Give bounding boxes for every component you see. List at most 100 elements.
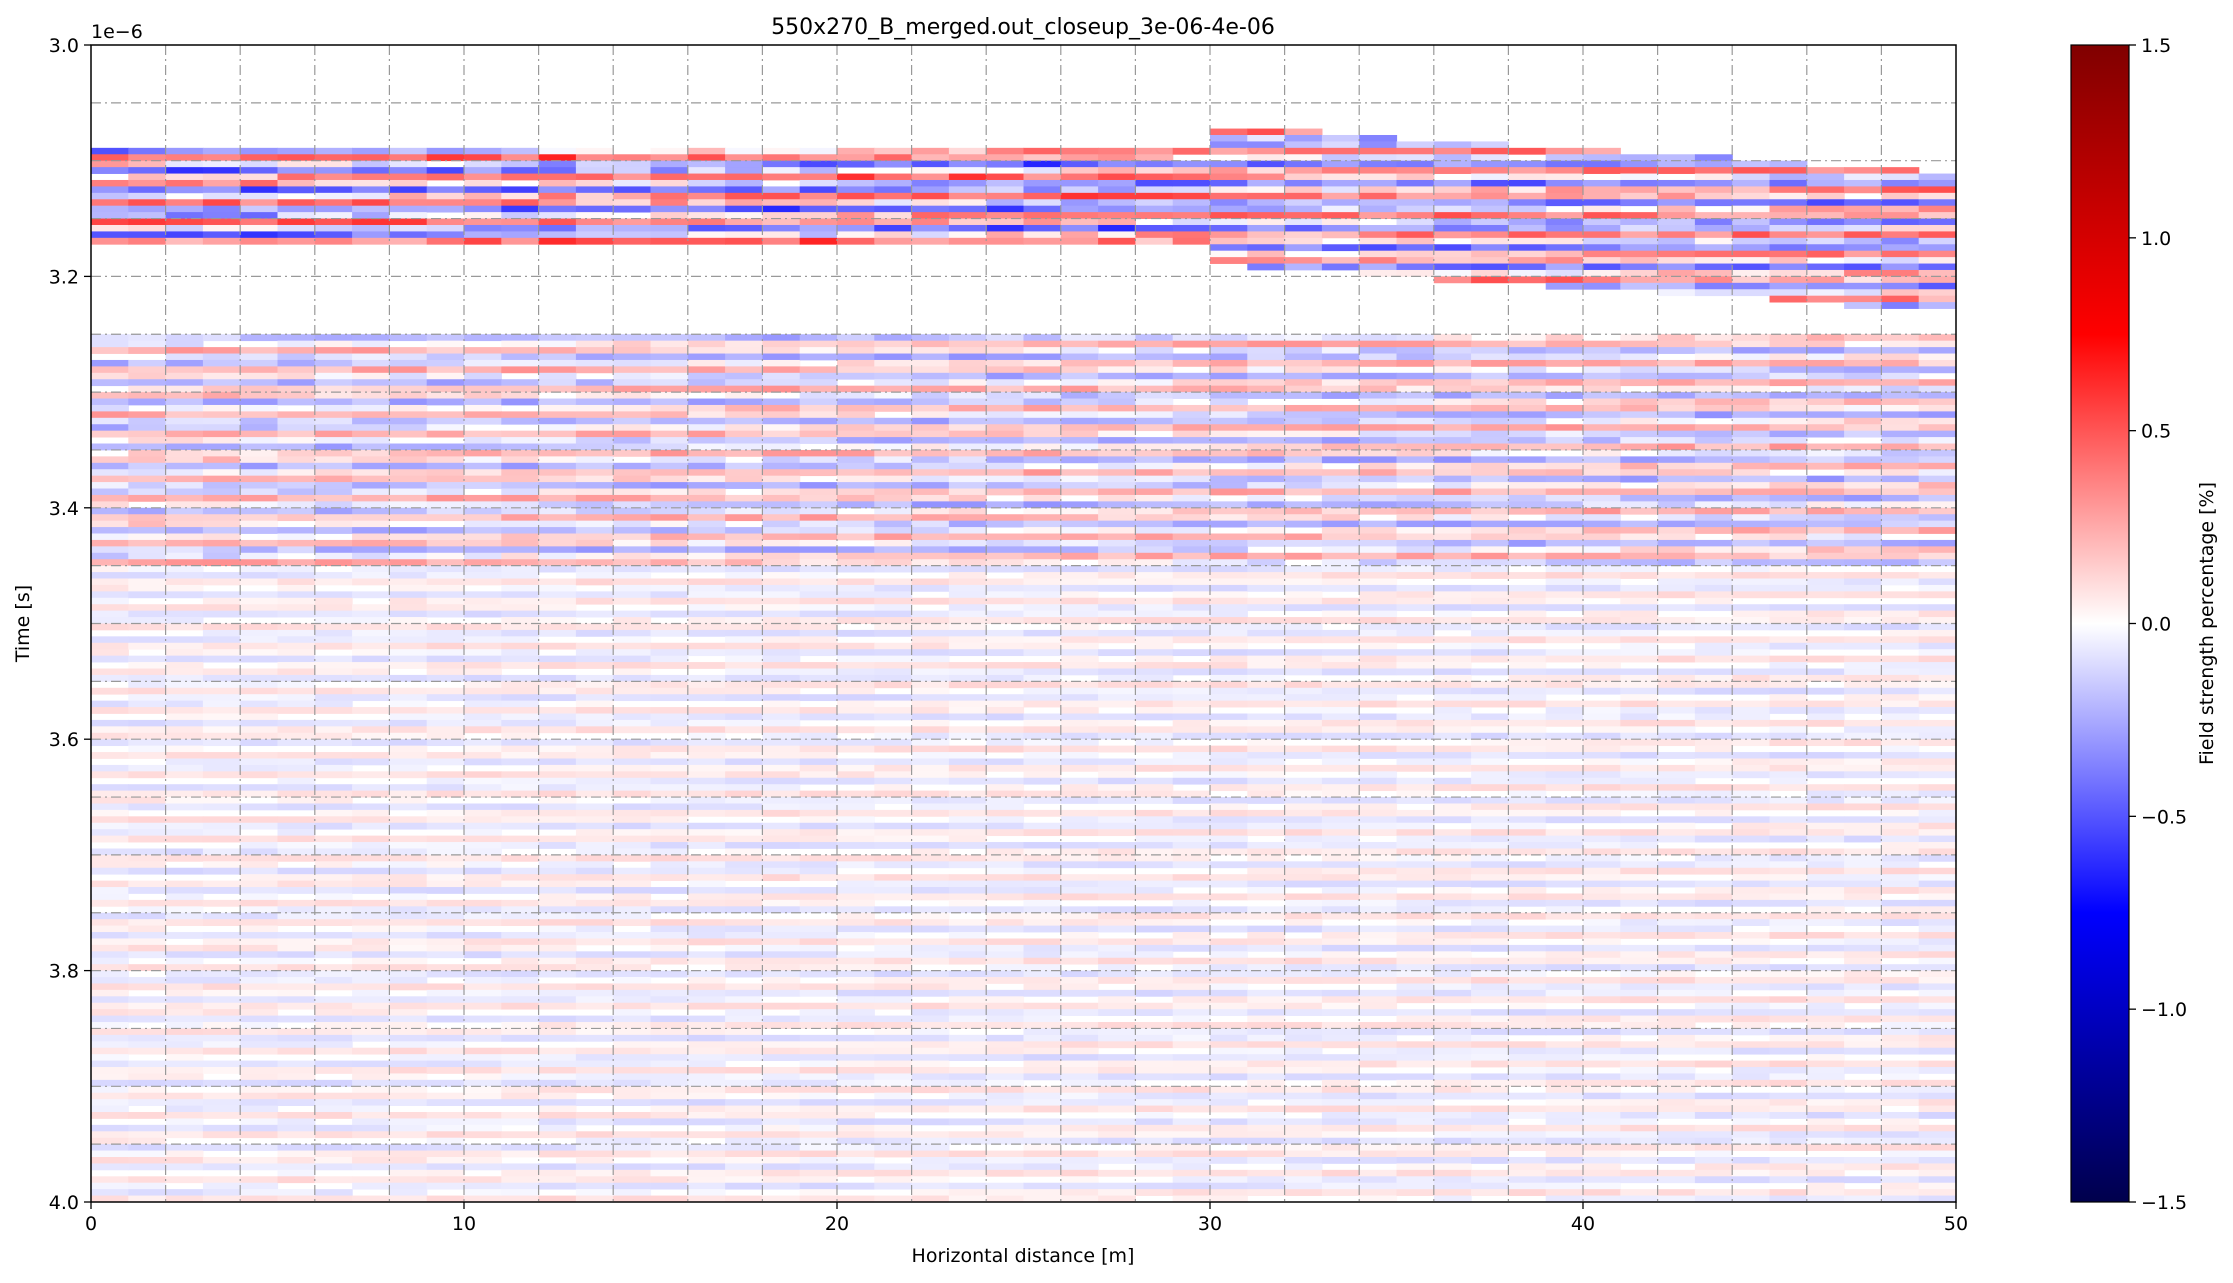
heatmap-cell (837, 1131, 875, 1139)
heatmap-cell (1247, 867, 1286, 875)
heatmap-cell (650, 475, 689, 483)
heatmap-cell (91, 797, 129, 804)
heatmap-cell (538, 597, 577, 605)
heatmap-cell (650, 565, 689, 573)
heatmap-cell (1321, 141, 1360, 149)
heatmap-cell (874, 1015, 913, 1023)
heatmap-cell (352, 752, 390, 759)
heatmap-cell (1172, 424, 1211, 432)
heatmap-cell (1135, 816, 1174, 824)
heatmap-cell (538, 983, 577, 991)
heatmap-cell (501, 237, 540, 245)
heatmap-cell (1210, 861, 1248, 869)
heatmap-cell (650, 790, 689, 798)
heatmap-cell (1135, 385, 1174, 393)
heatmap-cell (1359, 449, 1398, 457)
heatmap-cell (1172, 610, 1211, 618)
heatmap-cell (762, 205, 801, 213)
heatmap-cell (948, 707, 987, 714)
heatmap-cell (948, 482, 987, 489)
heatmap-cell (762, 385, 801, 393)
heatmap-cell (352, 970, 390, 978)
heatmap-cell (986, 372, 1025, 380)
heatmap-cell (128, 944, 167, 952)
heatmap-cell (1359, 224, 1398, 232)
heatmap-cell (202, 469, 241, 477)
heatmap-cell (762, 482, 801, 489)
heatmap-cell (799, 944, 838, 952)
heatmap-cell (1172, 379, 1211, 387)
heatmap-cell (1060, 501, 1099, 509)
heatmap-cell (1210, 803, 1248, 811)
heatmap-cell (1433, 212, 1472, 219)
heatmap-cell (613, 1073, 652, 1081)
heatmap-cell (725, 861, 763, 869)
heatmap-cell (1023, 713, 1062, 721)
heatmap-cell (799, 681, 838, 689)
heatmap-cell (687, 167, 726, 174)
heatmap-cell (986, 404, 1025, 412)
heatmap-cell (426, 1015, 465, 1023)
heatmap-cell (91, 822, 129, 830)
heatmap-cell (1023, 218, 1062, 226)
heatmap-cell (1284, 1131, 1323, 1139)
heatmap-cell (426, 604, 465, 612)
heatmap-cell (1321, 1099, 1360, 1106)
heatmap-cell (128, 919, 167, 927)
heatmap-cell (613, 1009, 652, 1016)
heatmap-cell (277, 771, 316, 779)
heatmap-cell (1247, 1009, 1286, 1016)
heatmap-cell (314, 359, 353, 367)
heatmap-cell (426, 944, 465, 952)
heatmap-cell (762, 1015, 801, 1023)
heatmap-cell (314, 507, 353, 515)
heatmap-cell (837, 578, 875, 586)
heatmap-cell (613, 996, 652, 1004)
heatmap-cell (613, 1144, 652, 1151)
heatmap-cell (1433, 674, 1472, 682)
heatmap-cell (874, 160, 913, 168)
heatmap-cell (538, 687, 577, 695)
heatmap-cell (389, 1195, 428, 1203)
heatmap-cell (389, 494, 428, 502)
heatmap-cell (538, 507, 577, 515)
heatmap-cell (538, 662, 577, 669)
heatmap-cell (762, 604, 801, 612)
heatmap-cell (762, 842, 801, 849)
heatmap-cell (240, 771, 279, 779)
heatmap-cell (1396, 687, 1435, 695)
heatmap-cell (538, 867, 577, 875)
heatmap-cell (1396, 848, 1435, 856)
heatmap-cell (240, 218, 279, 226)
heatmap-cell (240, 880, 279, 888)
heatmap-cell (1098, 848, 1136, 856)
heatmap-cell (128, 591, 167, 599)
heatmap-cell (240, 379, 279, 387)
heatmap-cell (725, 758, 763, 766)
heatmap-cell (650, 854, 689, 862)
heatmap-cell (1060, 790, 1099, 798)
heatmap-cell (202, 771, 241, 779)
heatmap-cell (352, 539, 390, 547)
heatmap-cell (837, 559, 875, 567)
heatmap-cell (277, 347, 316, 354)
heatmap-cell (575, 848, 614, 856)
heatmap-cell (389, 1022, 428, 1029)
heatmap-cell (202, 494, 241, 502)
heatmap-cell (1135, 559, 1174, 567)
heatmap-cell (426, 224, 465, 232)
heatmap-cell (1321, 964, 1360, 971)
heatmap-cell (538, 501, 577, 509)
heatmap-cell (986, 546, 1025, 554)
heatmap-cell (1210, 565, 1248, 573)
heatmap-cell (314, 687, 353, 695)
heatmap-cell (575, 1060, 614, 1068)
heatmap-cell (314, 1157, 353, 1164)
heatmap-cell (165, 707, 204, 714)
heatmap-cell (948, 758, 987, 766)
heatmap-cell (762, 777, 801, 785)
heatmap-cell (240, 1060, 279, 1068)
heatmap-cell (1098, 906, 1136, 914)
heatmap-cell (1359, 469, 1398, 477)
heatmap-cell (1098, 726, 1136, 734)
